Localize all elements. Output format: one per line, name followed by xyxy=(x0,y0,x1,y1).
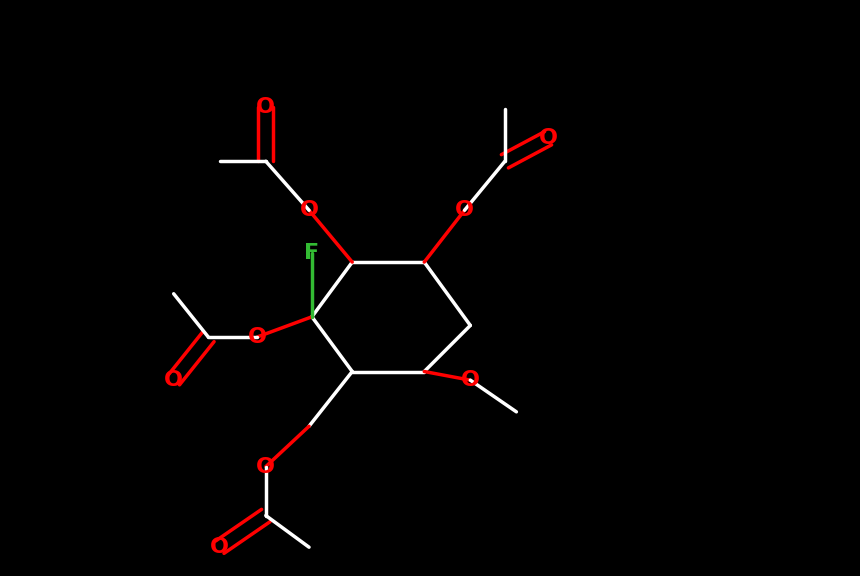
Text: O: O xyxy=(455,200,474,220)
Text: O: O xyxy=(256,457,275,476)
Text: O: O xyxy=(299,200,318,220)
Text: O: O xyxy=(210,537,230,557)
Text: O: O xyxy=(164,370,183,390)
Text: O: O xyxy=(248,327,267,347)
Text: F: F xyxy=(304,244,319,263)
Text: O: O xyxy=(538,128,557,148)
Text: O: O xyxy=(256,97,275,116)
Text: O: O xyxy=(461,370,480,390)
